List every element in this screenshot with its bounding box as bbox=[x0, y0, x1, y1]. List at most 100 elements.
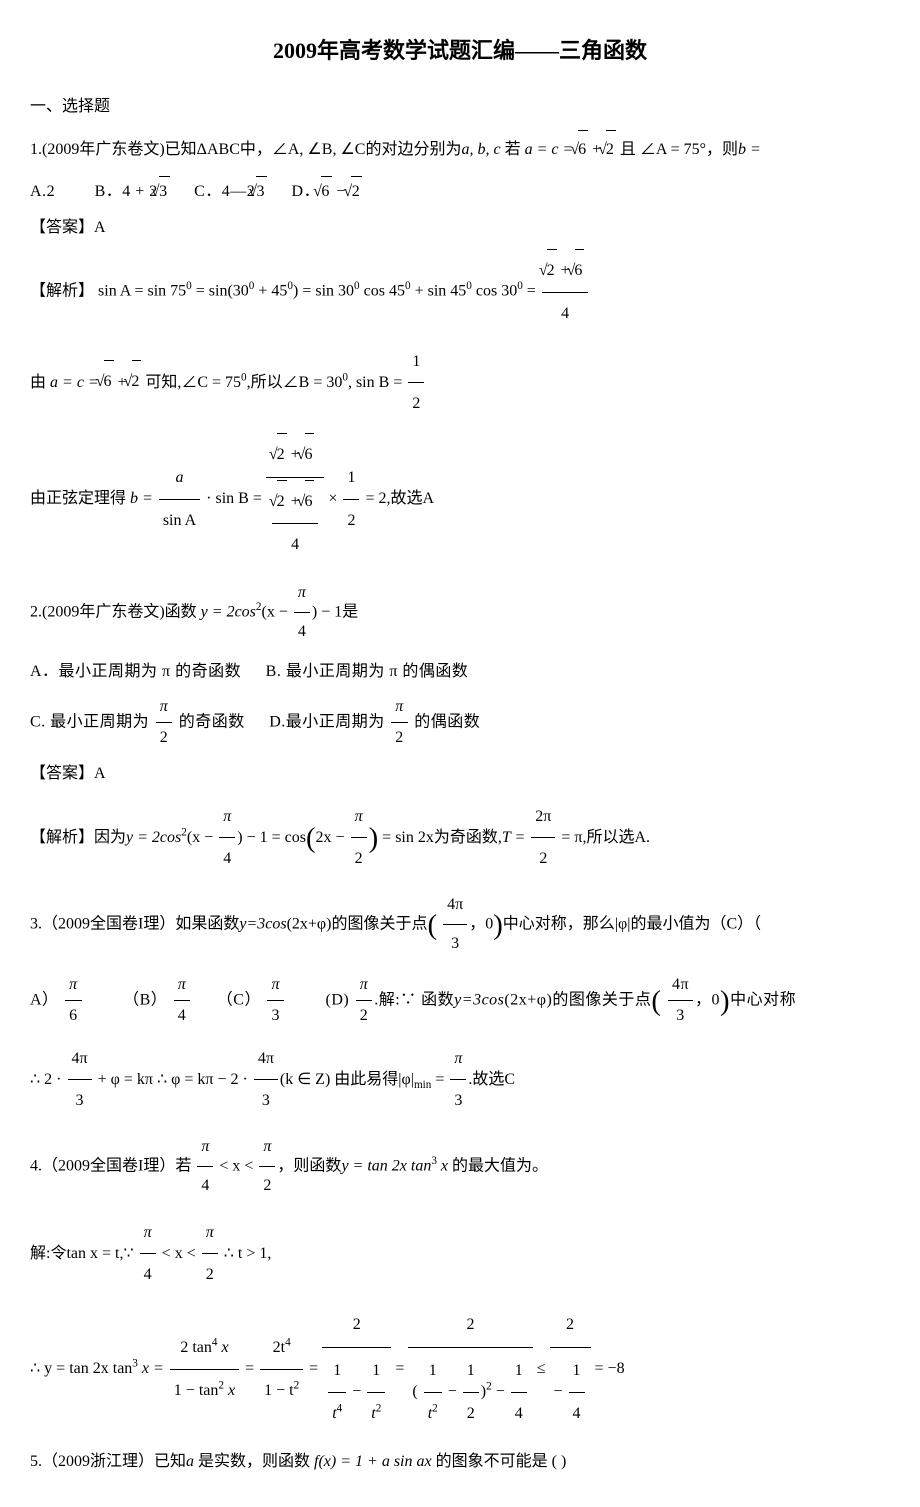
eq-sin: = sin 2x bbox=[378, 829, 434, 846]
pi: π bbox=[298, 584, 306, 601]
lparen: ( bbox=[412, 1383, 417, 1400]
T-eq: T = bbox=[502, 829, 529, 846]
fraction: 4π 3 bbox=[68, 1038, 92, 1122]
lparen-icon: ( bbox=[651, 985, 661, 1017]
denominator: 2 bbox=[531, 838, 555, 880]
neg: − bbox=[554, 1383, 567, 1400]
minus: − bbox=[444, 1383, 461, 1400]
sqrt-icon: 3 bbox=[159, 176, 170, 207]
q3-solution-line2: ∴ 2 · 4π 3 + φ = kπ ∴ φ = kπ − 2 · 4π 3 … bbox=[30, 1038, 890, 1122]
q1-prefix: 1.(2009年广东卷文)已知 bbox=[30, 141, 197, 158]
fraction: π 2 bbox=[202, 1212, 218, 1296]
numerator: 1 bbox=[408, 341, 424, 384]
denominator: 4 bbox=[542, 293, 589, 335]
fraction: π 4 bbox=[294, 574, 310, 652]
b-eq: b = bbox=[130, 490, 157, 507]
pi: π bbox=[201, 1138, 209, 1155]
section-header: 一、选择题 bbox=[30, 92, 890, 122]
q3-prefix: 3.（2009全国卷I理）如果函数 bbox=[30, 916, 239, 933]
denominator: 3 bbox=[68, 1080, 92, 1122]
pi: π bbox=[178, 976, 187, 993]
sqrt-icon: 3 bbox=[256, 176, 267, 207]
sol-end: ,故选A bbox=[387, 490, 435, 507]
exp: 2 bbox=[432, 1403, 438, 1415]
numerator: 2 bbox=[408, 1302, 532, 1349]
denominator: 2 bbox=[463, 1393, 479, 1435]
fraction: 4π 3 bbox=[254, 1038, 278, 1122]
q2-choices-row1: A．最小正周期为 π 的奇函数 B. 最小正周期为 π 的偶函数 bbox=[30, 657, 890, 687]
fraction: π 4 bbox=[174, 970, 191, 1032]
arg1-post: ) − 1 = cos bbox=[237, 829, 306, 846]
x: x bbox=[224, 1382, 235, 1399]
sol-text: 解:令 bbox=[30, 1244, 66, 1261]
pi: π bbox=[160, 698, 169, 715]
sqrt-icon: 2 bbox=[547, 249, 557, 292]
denominator: 3 bbox=[267, 1001, 284, 1031]
denominator: 3 bbox=[450, 1080, 466, 1122]
denominator: 2 bbox=[156, 723, 173, 753]
denominator: 2 bbox=[351, 838, 367, 880]
fraction: π 2 bbox=[351, 796, 367, 880]
sol-text: , sin B = bbox=[348, 373, 406, 390]
fraction: 2 − 1 4 bbox=[550, 1302, 591, 1437]
denominator: 2 bbox=[408, 383, 424, 425]
q3-mid: 的图像关于点 bbox=[332, 916, 428, 933]
fraction: π 6 bbox=[65, 970, 82, 1032]
fraction: 1 4 bbox=[569, 1350, 585, 1434]
ineq-mid: < x < bbox=[215, 1157, 257, 1174]
choice-b: B. 最小正周期为 π 的偶函数 bbox=[266, 663, 469, 680]
sol-text: ∴ t > 1, bbox=[220, 1244, 272, 1261]
pi: π bbox=[223, 808, 231, 825]
numerator: 4π bbox=[443, 886, 467, 925]
answer-value: A bbox=[94, 765, 106, 782]
q1-solution-line2: 由 a = c = 6 + 2 可知,∠C = 750,所以∠B = 300, … bbox=[30, 341, 890, 425]
minus: − bbox=[492, 1383, 509, 1400]
numerator: 2 bbox=[550, 1302, 591, 1349]
ineq-mid: < x < bbox=[158, 1244, 200, 1261]
eq: = bbox=[431, 1070, 448, 1087]
pi: π bbox=[69, 976, 78, 993]
sol-arg: (2x+φ) bbox=[504, 991, 552, 1008]
page-title: 2009年高考数学试题汇编——三角函数 bbox=[30, 30, 890, 72]
q5-mid: 是实数，则函数 bbox=[194, 1453, 314, 1470]
sol-text: + sin 45 bbox=[411, 283, 467, 300]
T-result: = π bbox=[557, 829, 582, 846]
answer-label: 【答案】 bbox=[30, 219, 94, 236]
denominator: 3 bbox=[254, 1080, 278, 1122]
numerator: 1 bbox=[511, 1350, 527, 1393]
sol-text: cos 45 bbox=[360, 283, 405, 300]
q1-and: 且 bbox=[616, 141, 640, 158]
den-text: 1 − t bbox=[264, 1382, 293, 1399]
sol-text: tan x = t, bbox=[66, 1244, 123, 1261]
q3-abs: |φ| bbox=[615, 916, 631, 933]
q1-mid3: 若 bbox=[501, 141, 525, 158]
q4-solution-line2: ∴ y = tan 2x tan3 x = 2 tan4 x 1 − tan2 … bbox=[30, 1302, 890, 1437]
q4-solution-line1: 解:令tan x = t,∵ π 4 < x < π 2 ∴ t > 1, bbox=[30, 1212, 890, 1296]
choice-a-label: A） bbox=[30, 991, 59, 1008]
fraction: π 3 bbox=[450, 1038, 466, 1122]
numerator: 2π bbox=[531, 796, 555, 839]
choice-d-label: (D) bbox=[325, 991, 353, 1008]
sol-text: 由正弦定理得 bbox=[30, 490, 130, 507]
denominator: 2 bbox=[343, 500, 359, 542]
denominator: 4 bbox=[197, 1167, 213, 1205]
problem-2: 2.(2009年广东卷文)函数 y = 2cos2(x − π 4 ) − 1是 bbox=[30, 574, 890, 652]
fraction: 2 + 6 2 + 6 4 bbox=[266, 431, 325, 568]
sol-text: ∠C = 75 bbox=[181, 373, 241, 390]
a: a bbox=[186, 1453, 194, 1470]
q2-func: y = 2cos bbox=[201, 603, 256, 620]
sol-text: + 45 bbox=[254, 283, 287, 300]
a: a bbox=[175, 469, 183, 486]
rparen-icon: ) bbox=[369, 822, 379, 854]
sol-pre: .解:∵ 函数 bbox=[374, 991, 454, 1008]
denominator: 4 bbox=[140, 1254, 156, 1296]
sol-text: 可知, bbox=[141, 373, 181, 390]
num-text: 2 tan bbox=[180, 1339, 212, 1356]
q1-then: ，则 bbox=[706, 141, 738, 158]
fraction: 2 tan4 x 1 − tan2 x bbox=[170, 1327, 239, 1411]
pi: π bbox=[360, 976, 369, 993]
pi: π bbox=[206, 1224, 214, 1241]
problem-3: 3.（2009全国卷I理）如果函数y=3cos(2x+φ)的图像关于点( 4π … bbox=[30, 886, 890, 964]
sol-func: y=3cos bbox=[454, 991, 504, 1008]
sqrt-icon: 6 bbox=[305, 480, 315, 523]
